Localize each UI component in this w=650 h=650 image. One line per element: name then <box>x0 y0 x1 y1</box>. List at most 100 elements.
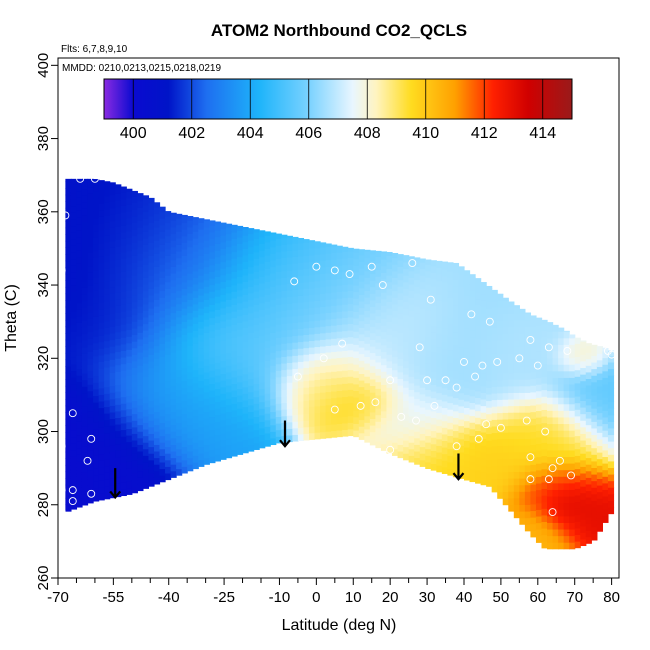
heatmap-cell <box>591 441 598 449</box>
sample-point <box>471 372 480 381</box>
heatmap-cell <box>403 360 410 369</box>
heatmap-cell <box>203 286 210 294</box>
heatmap-cell <box>198 393 205 401</box>
heatmap-cell <box>104 347 111 355</box>
heatmap-cell <box>275 403 282 411</box>
heatmap-cell <box>408 442 415 450</box>
sample-point <box>478 361 487 370</box>
heatmap-cell <box>408 343 415 351</box>
heatmap-cell <box>237 414 244 422</box>
heatmap-cell <box>98 407 105 415</box>
heatmap-cell <box>364 422 371 430</box>
heatmap-cell <box>242 301 249 309</box>
heatmap-cell <box>148 426 155 434</box>
heatmap-cell <box>497 458 504 466</box>
heatmap-cell <box>397 391 404 399</box>
heatmap-cell <box>414 404 421 412</box>
heatmap-cell <box>602 443 609 451</box>
heatmap-cell <box>491 333 498 341</box>
heatmap-cell <box>137 437 144 445</box>
heatmap-cell <box>558 535 565 543</box>
heatmap-cell <box>148 321 155 329</box>
heatmap-cell <box>425 376 432 384</box>
heatmap-cell <box>541 343 548 351</box>
heatmap-cell <box>508 425 515 433</box>
heatmap-cell <box>65 445 72 453</box>
heatmap-cell <box>264 301 271 309</box>
heatmap-cell <box>137 286 144 294</box>
heatmap-cell <box>403 433 410 441</box>
heatmap-cell <box>563 423 570 431</box>
heatmap-cell <box>165 387 172 395</box>
sample-point <box>397 412 406 421</box>
heatmap-cell <box>607 487 615 495</box>
sample-point <box>90 174 99 183</box>
heatmap-cell <box>76 263 83 271</box>
heatmap-cell <box>308 254 316 262</box>
heatmap-cell <box>331 430 338 438</box>
heatmap-cell <box>303 248 310 256</box>
heatmap-cell <box>541 429 548 437</box>
heatmap-cell <box>104 393 111 401</box>
heatmap-cell <box>286 270 293 278</box>
heatmap-cell <box>452 262 460 267</box>
heatmap-cell <box>237 329 244 337</box>
heatmap-cell <box>148 235 155 243</box>
heatmap-cell <box>607 421 615 429</box>
heatmap-cell <box>270 338 277 347</box>
heatmap-cell <box>181 374 188 382</box>
heatmap-cell <box>303 308 310 316</box>
heatmap-cell <box>380 404 388 412</box>
heatmap-cell <box>253 310 260 319</box>
heatmap-cell <box>104 333 111 342</box>
heatmap-cell <box>419 341 426 349</box>
heatmap-cell <box>242 340 249 348</box>
heatmap-cell <box>93 402 100 410</box>
heatmap-cell <box>380 259 388 267</box>
heatmap-cell <box>176 303 183 311</box>
heatmap-cell <box>209 284 216 292</box>
heatmap-cell <box>336 364 343 372</box>
heatmap-cell <box>530 444 537 452</box>
heatmap-cell <box>109 227 116 235</box>
heatmap-cell <box>176 461 183 470</box>
heatmap-cell <box>170 358 177 366</box>
heatmap-cell <box>142 435 150 443</box>
heatmap-cell <box>358 320 365 328</box>
heatmap-cell <box>547 476 554 484</box>
heatmap-cell <box>126 276 133 284</box>
heatmap-cell <box>591 388 598 396</box>
heatmap-cell <box>452 410 460 418</box>
heatmap-cell <box>535 515 543 524</box>
heatmap-cell <box>303 242 310 250</box>
heatmap-cell <box>364 389 371 397</box>
heatmap-cell <box>209 277 216 286</box>
heatmap-cell <box>192 396 199 404</box>
heatmap-cell <box>552 449 559 458</box>
sample-point <box>412 416 420 425</box>
heatmap-cell <box>98 183 105 191</box>
heatmap-cell <box>297 308 305 316</box>
heatmap-cell <box>93 408 100 416</box>
heatmap-cell <box>115 397 122 405</box>
heatmap-cell <box>441 315 448 323</box>
heatmap-cell <box>596 465 603 473</box>
arrow-markers <box>109 420 465 500</box>
heatmap-cell <box>203 404 210 413</box>
y-tick-label: 280 <box>35 492 52 517</box>
heatmap-cell <box>214 335 221 343</box>
heatmap-cell <box>375 309 382 317</box>
heatmap-cell <box>425 290 432 298</box>
heatmap-cell <box>430 272 437 280</box>
heatmap-cell <box>126 487 133 495</box>
heatmap-cell <box>408 448 415 456</box>
heatmap-cell <box>480 306 487 314</box>
heatmap-cell <box>170 213 177 221</box>
heatmap-cell <box>331 259 338 267</box>
heatmap-cell <box>342 246 349 253</box>
heatmap-cell <box>425 362 432 371</box>
heatmap-cell <box>70 495 78 503</box>
heatmap-cell <box>120 403 127 411</box>
heatmap-cell <box>231 291 238 299</box>
heatmap-cell <box>126 283 133 291</box>
